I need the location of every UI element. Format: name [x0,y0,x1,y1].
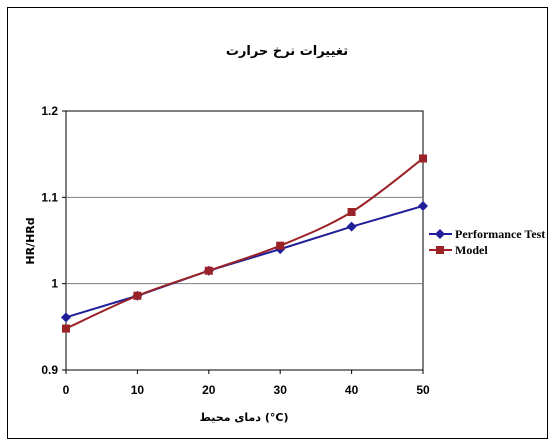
legend: Performance Test Model [429,227,545,257]
series-group [61,154,428,333]
x-axis-ticks: 0 10 20 30 40 50 [63,370,430,397]
plot-area [65,110,424,371]
series-line [65,205,424,319]
chart-title: تغییرات نرخ حرارت [226,44,348,59]
square-marker [276,241,285,250]
square-marker [62,324,70,333]
x-tick-label: 10 [131,383,145,397]
diamond-marker [418,200,428,211]
legend-marker [436,246,444,254]
y-tick-label: 1.2 [41,104,58,118]
x-tick-label: 30 [274,383,288,397]
diamond-marker [61,312,71,323]
square-marker [347,208,356,217]
series-2 [62,154,427,333]
square-marker [204,266,213,275]
y-tick-label: 1 [51,277,58,291]
legend-marker [435,229,445,239]
legend-item: Performance Test [429,227,545,241]
x-tick-label: 40 [345,383,359,397]
y-tick-label: 1.1 [41,190,58,204]
y-axis-ticks: 0.9 1 1.1 1.2 [41,104,66,377]
x-tick-label: 20 [202,383,216,397]
x-axis-label: دمای محیط (°C) [200,411,289,424]
x-tick-label: 0 [63,383,70,397]
y-tick-label: 0.9 [41,363,58,377]
square-marker [133,291,142,300]
series-line [65,157,424,330]
legend-label: Performance Test [455,227,545,241]
square-marker [419,154,427,163]
y-axis-label: HR/HRd [24,217,37,264]
diamond-marker [346,221,357,232]
x-tick-label: 50 [416,383,430,397]
legend-item: Model [429,243,488,257]
gridlines [66,196,423,285]
legend-label: Model [455,243,488,257]
